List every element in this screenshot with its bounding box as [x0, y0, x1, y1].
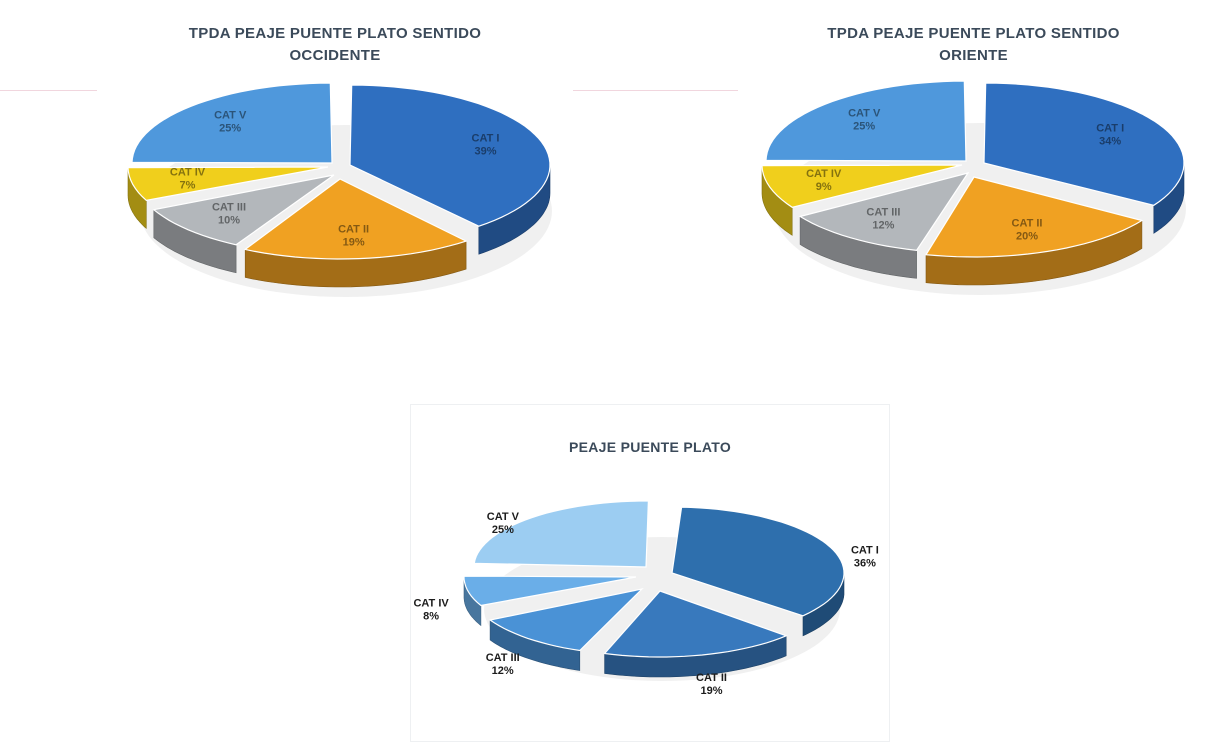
- chart-title: TPDA PEAJE PUENTE PLATO SENTIDO OCCIDENT…: [97, 23, 573, 67]
- pie-slice-cat-i: [671, 506, 845, 617]
- pie-tops: [463, 500, 845, 658]
- label-cat-iii: CAT III: [866, 207, 900, 219]
- pie-slice-cat-iii: [152, 174, 335, 246]
- chart-occidente: TPDA PEAJE PUENTE PLATO SENTIDO OCCIDENT…: [97, 5, 573, 350]
- label-cat-iv: CAT IV: [806, 168, 842, 180]
- chart-title-line-2: OCCIDENTE: [289, 47, 381, 64]
- label-cat-ii: CAT II: [338, 223, 369, 235]
- value-cat-i: 36%: [854, 557, 876, 569]
- value-cat-v: 25%: [492, 524, 514, 536]
- label-cat-iv: CAT IV: [170, 167, 206, 179]
- value-cat-iii: 12%: [492, 665, 514, 677]
- pie-slice-cat-v: [765, 80, 967, 162]
- value-cat-iv: 7%: [180, 180, 196, 192]
- pie-tops: [127, 82, 551, 260]
- pie-slice-cat-ii: [924, 176, 1144, 258]
- pie-sides: [127, 164, 551, 288]
- pie-slice-cat-iv: [463, 575, 637, 607]
- pie-slice-cat-v: [473, 500, 650, 568]
- label-cat-v: CAT V: [848, 107, 881, 119]
- label-cat-iii: CAT III: [486, 652, 520, 664]
- label-cat-i: CAT I: [1096, 122, 1124, 134]
- label-cat-ii: CAT II: [696, 672, 727, 684]
- pie-slice-cat-ii: [243, 178, 468, 260]
- label-cat-i: CAT I: [472, 133, 500, 145]
- background-rule: [0, 90, 1209, 91]
- chart-oriente: TPDA PEAJE PUENTE PLATO SENTIDO ORIENTE …: [738, 5, 1209, 350]
- chart-title-line-1: TPDA PEAJE PUENTE PLATO SENTIDO: [188, 25, 482, 42]
- chart-title-line-2: ORIENTE: [939, 47, 1008, 64]
- value-cat-iii: 12%: [872, 220, 894, 232]
- pie-slice-cat-iii: [798, 172, 970, 251]
- pie-slice-cat-iii: [488, 588, 644, 652]
- pie-tops: [761, 80, 1185, 258]
- label-cat-ii: CAT II: [1012, 218, 1043, 230]
- value-cat-iv: 8%: [423, 610, 439, 622]
- pie-slice-cat-v: [131, 82, 333, 164]
- pie-slice-cat-ii: [603, 590, 788, 658]
- pie-slice-cat-i: [349, 84, 551, 227]
- label-cat-v: CAT V: [214, 109, 247, 121]
- value-cat-iv: 9%: [816, 181, 832, 193]
- chart-title: PEAJE PUENTE PLATO: [411, 436, 889, 458]
- label-cat-v: CAT V: [487, 511, 520, 523]
- value-cat-ii: 19%: [343, 236, 365, 248]
- value-cat-v: 25%: [219, 122, 241, 134]
- value-cat-ii: 19%: [700, 685, 722, 697]
- value-cat-v: 25%: [853, 120, 875, 132]
- pie-slice-cat-iv: [761, 164, 963, 208]
- chart-total: PEAJE PUENTE PLATO CAT I 36% CAT II 19% CAT …: [410, 404, 890, 742]
- label-cat-i: CAT I: [851, 544, 879, 556]
- label-cat-iii: CAT III: [212, 201, 246, 213]
- pie-slice-cat-iv: [127, 166, 329, 202]
- pie-slice-cat-i: [983, 82, 1185, 206]
- chart-title-line-1: TPDA PEAJE PUENTE PLATO SENTIDO: [827, 25, 1120, 42]
- pie-sides: [761, 163, 1185, 286]
- value-cat-i: 34%: [1099, 135, 1121, 147]
- value-cat-iii: 10%: [218, 214, 240, 226]
- value-cat-ii: 20%: [1016, 231, 1038, 243]
- label-cat-iv: CAT IV: [413, 597, 449, 609]
- chart-title-line-1: PEAJE PUENTE PLATO: [568, 439, 732, 455]
- chart-title: TPDA PEAJE PUENTE PLATO SENTIDO ORIENTE: [738, 23, 1209, 67]
- value-cat-i: 39%: [474, 146, 496, 158]
